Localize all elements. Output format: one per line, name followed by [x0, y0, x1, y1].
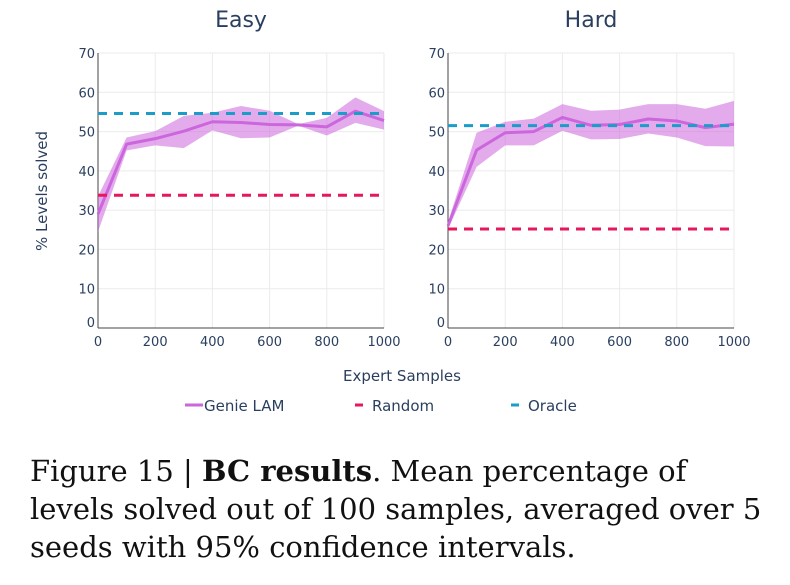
caption-prefix: Figure 15 | [30, 454, 202, 488]
legend: Genie LAM Random Oracle [185, 397, 577, 415]
hard-panel: 0 10 20 30 40 50 60 70 0 200 400 600 800 1000 Hard [428, 8, 750, 350]
hard-y-tick-label: 20 [428, 243, 445, 258]
x-axis-label: Expert Samples [343, 367, 461, 385]
easy-x-tick-label: 600 [257, 335, 282, 350]
caption-bold: BC results [202, 454, 373, 488]
legend-item-oracle: Oracle [511, 397, 577, 415]
hard-y-tick-label: 0 [437, 316, 445, 331]
hard-y-tick-label: 50 [428, 126, 445, 141]
y-axis-label: % Levels solved [33, 131, 51, 251]
easy-x-tick-label: 0 [94, 335, 102, 350]
hard-panel-title: Hard [565, 8, 618, 33]
easy-genie-lam-ci-band [98, 97, 384, 232]
easy-x-tick-label: 1000 [367, 335, 400, 350]
legend-label-random: Random [372, 397, 434, 415]
hard-genie-lam-line [446, 115, 735, 227]
hard-x-tick-label: 200 [493, 335, 518, 350]
legend-item-random: Random [355, 397, 434, 415]
easy-x-tick-label: 400 [200, 335, 225, 350]
easy-panel-title: Easy [215, 8, 267, 33]
hard-y-tick-label: 40 [428, 165, 445, 180]
hard-x-tick-label: 800 [664, 335, 689, 350]
hard-x-tick-label: 600 [607, 335, 632, 350]
easy-genie-lam-line [96, 109, 385, 215]
easy-x-tick-label: 200 [143, 335, 168, 350]
easy-y-tick-label: 40 [78, 165, 95, 180]
easy-y-tick-label: 10 [78, 283, 95, 298]
easy-y-tick-label: 20 [78, 243, 95, 258]
caption-text: . Mean percentage of levels solved out o… [30, 454, 762, 564]
legend-item-genie-lam: Genie LAM [185, 397, 284, 415]
easy-x-tick-label: 800 [314, 335, 339, 350]
hard-y-tick-label: 60 [428, 86, 445, 101]
hard-x-tick-label: 1000 [717, 335, 750, 350]
easy-y-tick-label: 70 [78, 47, 95, 62]
easy-y-tick-label: 60 [78, 86, 95, 101]
hard-x-tick-label: 0 [444, 335, 452, 350]
easy-y-tick-label: 50 [78, 126, 95, 141]
hard-y-tick-label: 30 [428, 204, 445, 219]
easy-y-tick-label: 0 [87, 316, 95, 331]
hard-x-tick-label: 400 [550, 335, 575, 350]
easy-y-tick-label: 30 [78, 204, 95, 219]
figure-caption: Figure 15 | BC results. Mean percentage … [30, 452, 770, 566]
legend-label-genie-lam: Genie LAM [204, 397, 284, 415]
easy-panel: 0 10 20 30 40 50 60 70 0 200 400 600 800 1000 Easy [78, 8, 400, 350]
hard-y-tick-label: 10 [428, 283, 445, 298]
legend-label-oracle: Oracle [528, 397, 577, 415]
hard-y-tick-label: 70 [428, 47, 445, 62]
